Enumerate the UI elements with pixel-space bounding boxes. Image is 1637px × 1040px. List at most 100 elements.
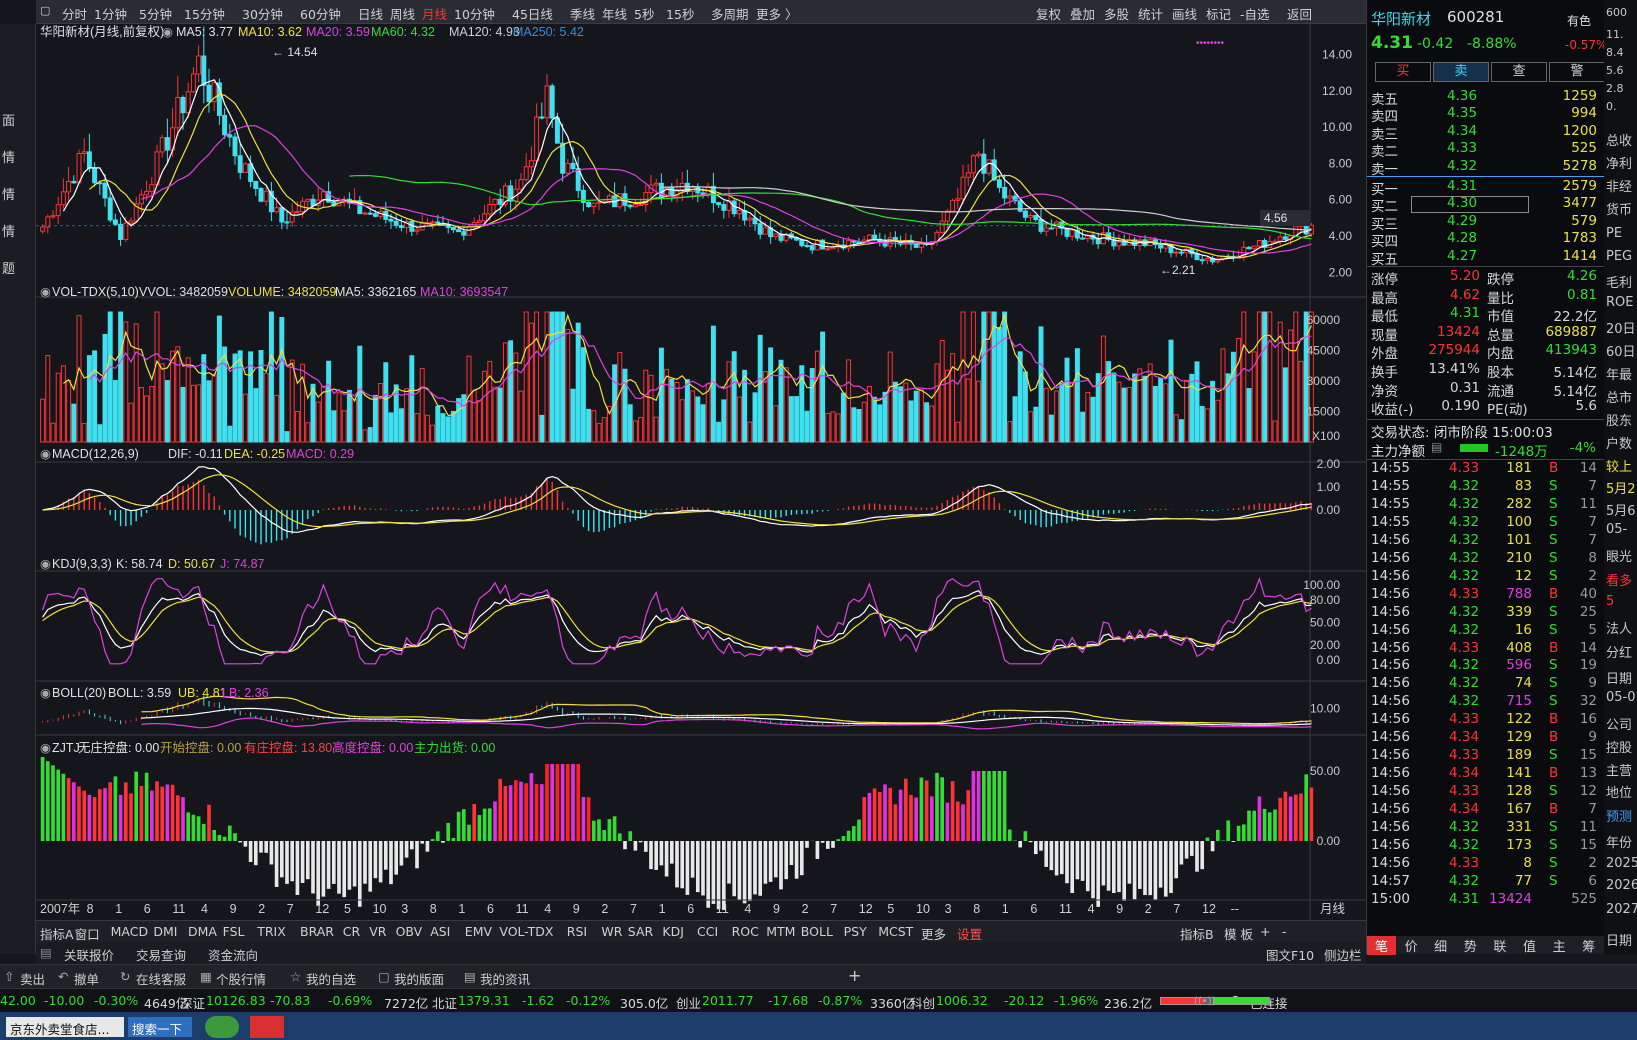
tool-button-7[interactable]: + [848,966,862,985]
left-strip-item-3[interactable]: 情 [2,225,16,240]
left-strip-item-0[interactable]: 面 [2,114,16,129]
detail-tab-1[interactable]: 价 [1404,940,1418,955]
indicator-tab-15[interactable]: WR [601,924,623,939]
toolbar-right-1[interactable]: 叠加 [1070,7,1096,22]
indicator-tab-16[interactable]: SAR [627,924,654,939]
tool-icon-4[interactable]: ☆ [290,969,302,984]
toolbar-right-5[interactable]: 标记 [1206,7,1232,22]
trade-button-1[interactable]: 卖 [1433,62,1489,82]
sidebar-toggle[interactable]: 侧边栏 [1324,948,1362,963]
indicator-right-2[interactable]: + [1260,924,1271,939]
detail-tab-0[interactable]: 笔 [1367,936,1396,955]
detail-tab-4[interactable]: 联 [1493,940,1507,955]
square-icon[interactable]: ▢ [40,4,51,17]
indicator-tab-10[interactable]: OBV [395,924,423,939]
detail-tab-2[interactable]: 细 [1434,940,1448,955]
indicator-right-3[interactable]: - [1282,924,1287,939]
indicator-right-1[interactable]: 模 板 [1224,927,1253,942]
toolbar-right-2[interactable]: 多股 [1104,7,1130,22]
indicator-tab-14[interactable]: RSI [566,924,588,939]
toolbar-right-0[interactable]: 复权 [1036,7,1062,22]
toolbar-right-4[interactable]: 画线 [1172,7,1198,22]
period-tab-15[interactable]: 多周期 [711,7,749,22]
indicator-tab-20[interactable]: MTM [766,924,796,939]
tool-button-0[interactable]: 卖出 [20,972,46,987]
indicator-tab-22[interactable]: PSY [843,924,867,939]
link-tab-2[interactable]: 资金流向 [208,948,259,963]
tool-button-5[interactable]: 我的版面 [394,972,445,987]
indicator-tab-2[interactable]: MACD [110,924,149,939]
indicator-tab-0[interactable]: 指标A [40,927,74,942]
left-strip-item-1[interactable]: 情 [2,151,16,166]
tool-button-6[interactable]: 我的资讯 [480,972,531,987]
browser-icon[interactable] [205,1016,239,1038]
indicator-tab-4[interactable]: DMA [188,924,217,939]
tool-icon-2[interactable]: ↻ [120,969,131,984]
indicator-tab-25[interactable]: 设置 [957,927,983,942]
sector-tag[interactable]: 有色 [1567,14,1592,28]
tool-icon-5[interactable]: ▢ [378,969,390,984]
toolbar-right-3[interactable]: 统计 [1138,7,1164,22]
period-tab-2[interactable]: 5分钟 [139,7,172,22]
link-tab-0[interactable]: 关联报价 [64,948,115,963]
period-tab-3[interactable]: 15分钟 [184,7,225,22]
indicator-tab-5[interactable]: FSL [222,924,245,939]
link-tab-1[interactable]: 交易查询 [136,948,187,963]
indicator-tab-21[interactable]: BOLL [800,924,833,939]
indicator-tab-3[interactable]: DMI [153,924,178,939]
period-tab-5[interactable]: 60分钟 [300,7,341,22]
indicator-tab-18[interactable]: CCI [697,924,719,939]
tool-button-3[interactable]: 个股行情 [216,972,267,987]
indicator-tab-12[interactable]: EMV [464,924,493,939]
toolbar-right-7[interactable]: 返回 [1287,7,1313,22]
indicator-tab-11[interactable]: ASI [430,924,451,939]
indicator-tab-7[interactable]: BRAR [300,924,334,939]
period-tab-9[interactable]: 10分钟 [454,7,495,22]
indicator-tab-24[interactable]: 更多 [921,927,947,942]
period-tab-1[interactable]: 1分钟 [94,7,127,22]
period-tab-13[interactable]: 5秒 [634,7,655,22]
tool-button-1[interactable]: 撤单 [74,972,100,987]
indicator-tab-1[interactable]: 窗口 [74,927,100,942]
trade-button-0[interactable]: 买 [1375,62,1431,82]
trade-button-3[interactable]: 警 [1549,62,1605,82]
tool-icon-1[interactable]: ↶ [58,969,69,984]
tool-icon-0[interactable]: ⇧ [4,969,15,984]
period-tab-6[interactable]: 日线 [358,7,384,22]
trade-button-2[interactable]: 查 [1491,62,1547,82]
indicator-tab-17[interactable]: KDJ [662,924,684,939]
detail-tab-3[interactable]: 势 [1463,940,1477,955]
indicator-tab-19[interactable]: ROC [731,924,759,939]
detail-tab-6[interactable]: 主 [1552,940,1566,955]
indicator-tab-23[interactable]: MCST [878,924,914,939]
app-icon[interactable] [250,1016,284,1038]
detail-tab-7[interactable]: 筹 [1582,940,1596,955]
period-tab-12[interactable]: 年线 [602,7,628,22]
period-tab-10[interactable]: 45日线 [512,7,553,22]
indicator-right-0[interactable]: 指标B [1180,927,1214,942]
left-strip-item-2[interactable]: 情 [2,188,16,203]
period-tab-8[interactable]: 月线 [422,7,448,22]
indicator-tab-9[interactable]: VR [369,924,387,939]
period-tab-0[interactable]: 分时 [62,7,88,22]
period-tab-11[interactable]: 季线 [570,7,596,22]
detail-tab-5[interactable]: 值 [1522,940,1536,955]
left-sidebar[interactable]: 面情情情题 [0,24,36,954]
indicator-tab-8[interactable]: CR [342,924,361,939]
indicator-tab-13[interactable]: VOL-TDX [499,924,554,939]
indicator-tab-6[interactable]: TRIX [257,924,286,939]
f10-button[interactable]: 图文F10 [1266,948,1315,963]
period-tab-16[interactable]: 更多 〉 [756,7,798,22]
tool-button-2[interactable]: 在线客服 [136,972,187,987]
left-strip-item-4[interactable]: 题 [2,262,16,277]
list-icon[interactable]: ▤ [40,945,52,960]
taskbar-item[interactable]: 京东外卖堂食店... [6,1017,124,1037]
period-tab-4[interactable]: 30分钟 [242,7,283,22]
period-tab-7[interactable]: 周线 [390,7,416,22]
tool-icon-3[interactable]: ▦ [200,969,212,984]
tool-icon-6[interactable]: ▤ [464,969,476,984]
tool-button-4[interactable]: 我的自选 [306,972,357,987]
toolbar-right-6[interactable]: -自选 [1240,7,1270,22]
chart-area[interactable]: 14.0012.0010.008.006.004.002.00华阳新材(月线,前… [0,0,1366,920]
taskbar-search[interactable]: 搜索一下 [128,1017,192,1037]
